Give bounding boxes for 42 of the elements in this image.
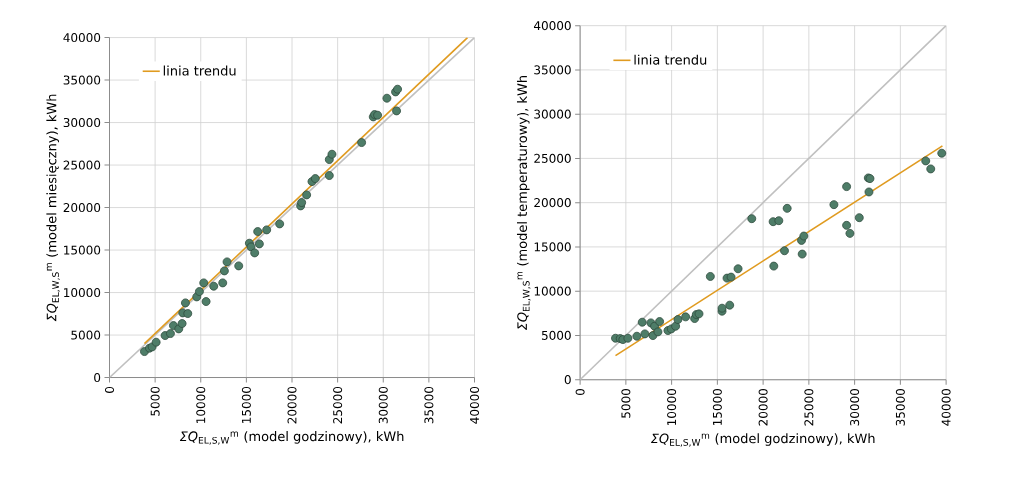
x-axis-title: ΣQ$_{EL,S,W}$$^{m}$ (model godzinowy), kWh [651,433,875,447]
x-tick-label: 15000 [241,386,251,423]
y-tick-label: 0 [94,373,101,383]
x-tick-label: 30000 [378,386,388,424]
y-tick-label: 5000 [541,330,571,340]
x-tick-label: 15000 [712,388,722,426]
y-tick-label: 25000 [534,153,571,163]
x-tick-label: 25000 [333,386,343,424]
y-tick-label: 10000 [64,288,101,298]
y-axis-title: ΣQ$_{EL,W,S}$$^{m}$ (model miesięczny), kWh [46,94,60,322]
x-tick-label: 0 [575,388,585,396]
x-tick-label: 25000 [804,388,814,426]
y-tick-label: 0 [564,375,571,385]
x-tick-label: 20000 [287,386,297,424]
y-tick-label: 35000 [63,75,101,85]
y-tick-label: 30000 [63,118,101,128]
x-tick-label: 5000 [621,388,631,418]
x-axis-title: ΣQ$_{EL,S,W}$$^{m}$ (model godzinowy), kWh [179,431,404,445]
x-tick-label: 10000 [196,386,206,423]
x-tick-label: 35000 [895,388,905,426]
y-tick-label: 25000 [63,160,101,170]
x-tick-label: 5000 [150,386,160,416]
y-tick-label: 15000 [534,242,571,252]
y-tick-label: 20000 [534,198,571,208]
legend-label: linia trendu [634,54,707,65]
y-tick-label: 5000 [71,330,101,340]
x-tick-label: 30000 [850,388,860,426]
y-tick-label: 15000 [64,245,101,255]
y-tick-label: 40000 [533,21,571,31]
legend-label: linia trendu [163,65,236,76]
x-tick-label: 40000 [469,386,480,424]
y-axis-title: ΣQ$_{EL,W,S}$$^{m}$ (model temperaturowy), kWh [516,76,531,331]
y-tick-label: 35000 [534,65,571,75]
y-tick-label: 10000 [534,286,571,296]
y-tick-label: 40000 [63,33,101,43]
x-tick-label: 35000 [424,386,434,424]
x-tick-label: 10000 [667,388,677,426]
y-tick-label: 20000 [63,203,101,213]
x-tick-label: 40000 [941,388,951,426]
x-tick-label: 0 [104,386,115,393]
y-tick-label: 30000 [534,109,571,119]
x-tick-label: 20000 [758,388,768,426]
